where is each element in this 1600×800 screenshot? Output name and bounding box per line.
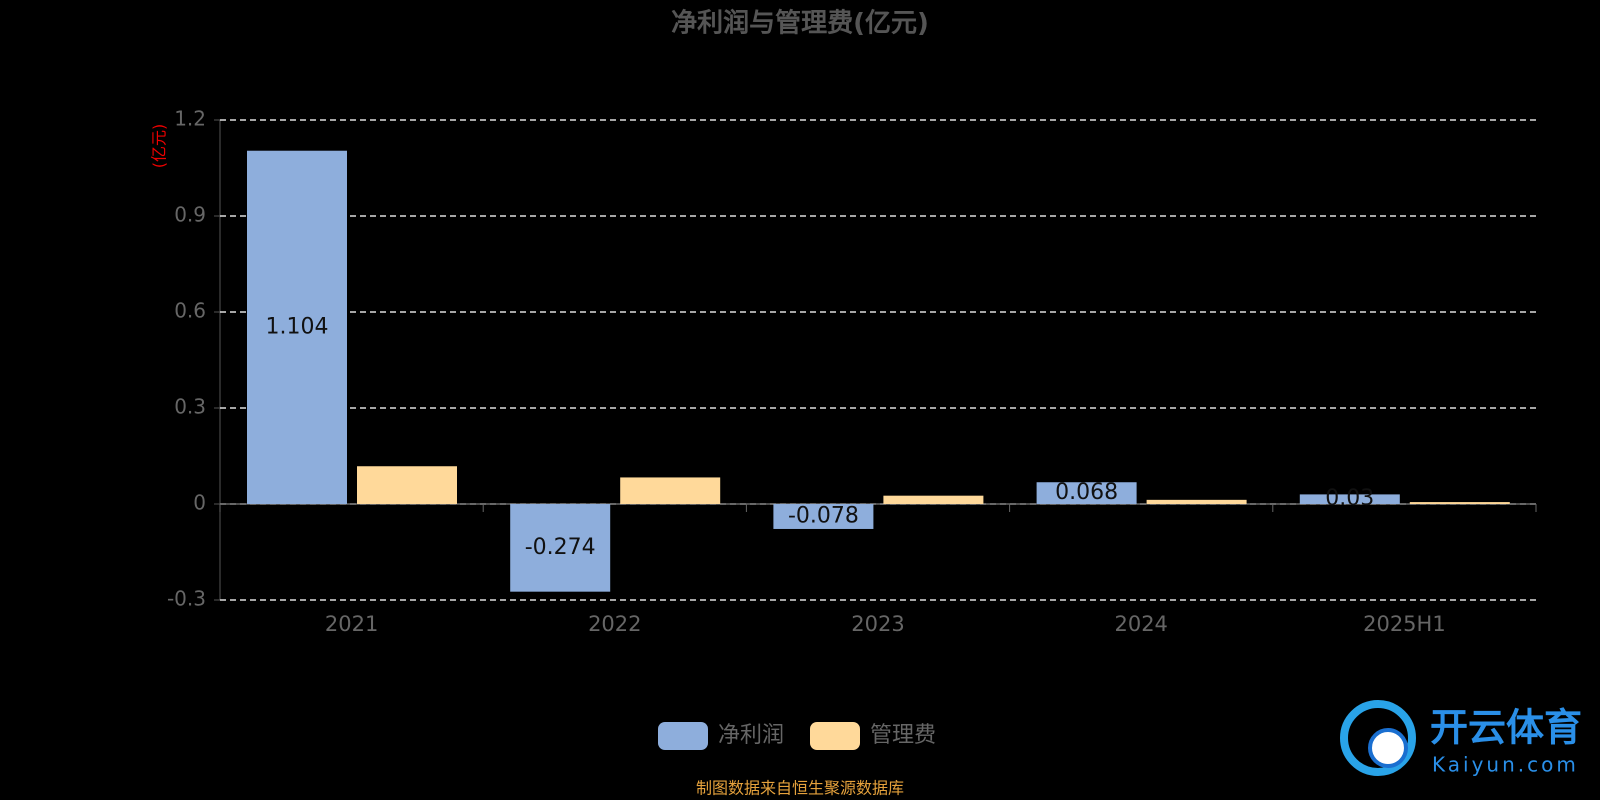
watermark-brand: 开云体育 bbox=[1430, 706, 1582, 750]
y-tick-label: 0.9 bbox=[174, 203, 206, 227]
bar bbox=[357, 466, 457, 504]
data-label: 0.03 bbox=[1325, 486, 1374, 511]
y-tick-label: 1.2 bbox=[174, 107, 206, 131]
bar bbox=[773, 504, 874, 529]
bar bbox=[1036, 482, 1137, 504]
watermark-site: Kaiyun.com bbox=[1432, 753, 1579, 777]
legend-label: 管理费 bbox=[870, 723, 936, 748]
legend-swatch bbox=[658, 722, 708, 750]
watermark-ball bbox=[1368, 728, 1408, 768]
x-tick-label: 2021 bbox=[325, 612, 378, 636]
bar bbox=[1146, 499, 1247, 504]
y-tick-label: 0.3 bbox=[174, 395, 206, 419]
bar bbox=[883, 495, 984, 504]
bar bbox=[510, 504, 611, 592]
bar bbox=[1299, 494, 1400, 504]
legend-label: 净利润 bbox=[718, 723, 784, 748]
data-label: -0.274 bbox=[525, 535, 596, 560]
data-label: 1.104 bbox=[266, 314, 329, 339]
x-tick-label: 2024 bbox=[1114, 612, 1167, 636]
data-label: -0.078 bbox=[788, 503, 859, 528]
watermark-logo bbox=[1340, 700, 1416, 776]
bar bbox=[247, 150, 347, 504]
watermark: 开云体育 Kaiyun.com bbox=[1340, 700, 1582, 777]
bar bbox=[1409, 502, 1510, 504]
x-tick-label: 2022 bbox=[588, 612, 641, 636]
y-tick-label: -0.3 bbox=[167, 587, 206, 611]
y-tick-label: 0.6 bbox=[174, 299, 206, 323]
legend-swatch bbox=[810, 722, 860, 750]
bar bbox=[620, 477, 721, 504]
y-unit: (亿元) bbox=[150, 124, 169, 169]
chart-title: 净利润与管理费(亿元) bbox=[671, 8, 929, 39]
x-tick-label: 2023 bbox=[851, 612, 904, 636]
source-note: 制图数据来自恒生聚源数据库 bbox=[696, 779, 904, 798]
x-tick-label: 2025H1 bbox=[1363, 612, 1446, 636]
y-tick-label: 0 bbox=[193, 491, 206, 515]
data-label: 0.068 bbox=[1055, 480, 1118, 505]
